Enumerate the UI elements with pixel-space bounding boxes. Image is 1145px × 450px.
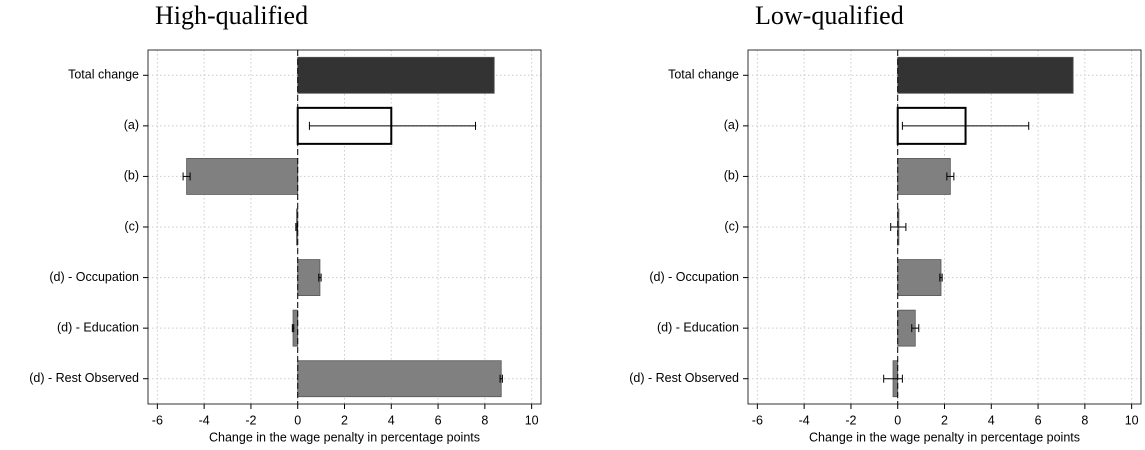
plot-frame (747, 49, 1142, 405)
y-tick-label: (a) (124, 118, 139, 132)
x-tick-label: -4 (199, 413, 210, 427)
plot-frame (147, 49, 542, 405)
x-tick-label: 2 (941, 413, 948, 427)
error-bar (911, 324, 920, 333)
bar (897, 158, 951, 195)
x-tick-label: 8 (481, 413, 488, 427)
x-tick-label: 10 (525, 413, 539, 427)
bar (897, 56, 1074, 94)
y-tick-label: (d) - Education (657, 320, 739, 334)
x-tick-label: 6 (1035, 413, 1042, 427)
x-tick-label: 0 (894, 413, 901, 427)
x-tick-label: -6 (752, 413, 763, 427)
bar (897, 259, 942, 296)
y-tick-label: (d) - Rest Observed (629, 371, 739, 385)
error-bar (901, 121, 1030, 130)
y-tick-label: Total change (68, 68, 139, 82)
y-tick-label: Total change (668, 68, 739, 82)
y-tick-label: (d) - Education (57, 320, 139, 334)
x-tick-label: -2 (245, 413, 256, 427)
x-tick-label: 8 (1081, 413, 1088, 427)
x-tick-label: -4 (799, 413, 810, 427)
x-axis-label: Change in the wage penalty in percentage… (209, 430, 480, 444)
y-tick-label: (b) (124, 169, 139, 183)
bar (297, 56, 495, 94)
error-bar (946, 172, 955, 181)
error-bar (883, 374, 903, 383)
error-bar (318, 273, 322, 282)
x-tick-label: -6 (152, 413, 163, 427)
bar (297, 259, 321, 296)
error-bar (291, 324, 295, 333)
error-bar (939, 273, 943, 282)
error-bar (890, 223, 907, 231)
x-tick-label: 2 (341, 413, 348, 427)
chart-title: Low-qualified (755, 1, 904, 30)
y-tick-label: (d) - Rest Observed (29, 371, 139, 385)
y-tick-label: (c) (724, 219, 739, 233)
x-tick-label: -2 (845, 413, 856, 427)
y-tick-label: (c) (124, 219, 139, 233)
error-bar (182, 172, 191, 181)
x-tick-label: 4 (988, 413, 995, 427)
bar (186, 158, 299, 195)
x-tick-label: 4 (388, 413, 395, 427)
error-bar (499, 374, 503, 383)
y-tick-label: (d) - Occupation (649, 270, 739, 284)
chart-title: High-qualified (155, 1, 308, 30)
x-tick-label: 10 (1125, 413, 1139, 427)
y-tick-label: (d) - Occupation (49, 270, 139, 284)
x-tick-label: 6 (435, 413, 442, 427)
error-bar (308, 121, 476, 130)
x-tick-label: 0 (294, 413, 301, 427)
y-tick-label: (a) (724, 118, 739, 132)
bar (297, 360, 502, 398)
x-axis-label: Change in the wage penalty in percentage… (809, 430, 1080, 444)
y-tick-label: (b) (724, 169, 739, 183)
